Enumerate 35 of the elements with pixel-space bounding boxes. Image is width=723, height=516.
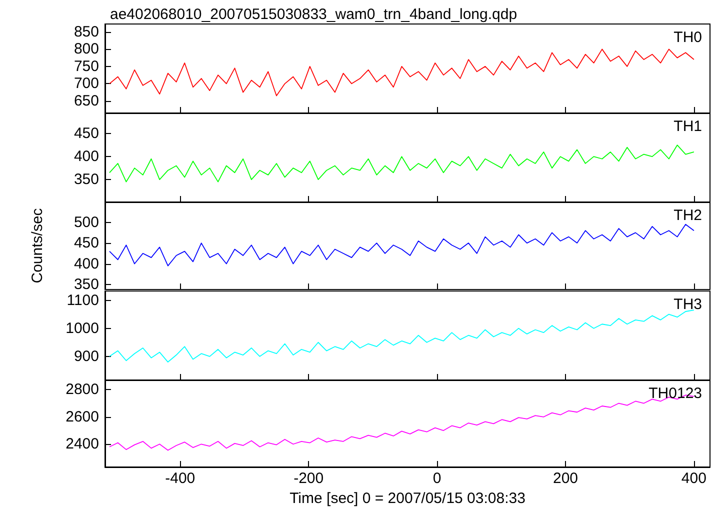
line-series	[109, 48, 694, 96]
series-label: TH3	[674, 296, 702, 313]
y-tick-label: 350	[74, 276, 99, 293]
y-tick-label: 450	[74, 234, 99, 252]
chart-title: ae402068010_20070515030833_wam0_trn_4band_long.qdp	[110, 6, 518, 23]
y-tick-label: 750	[74, 58, 99, 75]
y-tick-label: 2600	[66, 408, 99, 426]
y-axis-title: Counts/sec	[29, 208, 46, 284]
line-series	[109, 310, 694, 362]
x-tick-label: 0	[432, 470, 442, 487]
y-tick-label: 1000	[66, 320, 99, 337]
y-tick-label: 900	[74, 348, 99, 365]
y-tick-label: 450	[74, 125, 99, 142]
series-label: TH0	[674, 29, 702, 46]
x-axis-title: Time [sec] 0 = 2007/05/15 03:08:33	[290, 490, 526, 507]
x-tick-label: 400	[681, 470, 706, 487]
y-tick-label: 800	[74, 40, 99, 58]
series-label: TH1	[674, 118, 702, 135]
y-tick-label: 2800	[66, 381, 99, 398]
line-series	[109, 224, 694, 266]
y-tick-label: 850	[74, 23, 99, 40]
line-series	[109, 144, 694, 182]
y-tick-label: 700	[74, 75, 99, 92]
y-tick-label: 650	[74, 92, 99, 110]
y-tick-label: 400	[74, 255, 99, 272]
x-tick-label: -400	[165, 470, 196, 487]
series-label: TH2	[674, 207, 702, 224]
y-tick-label: 2400	[66, 436, 99, 453]
y-tick-label: 500	[74, 214, 99, 231]
y-tick-label: 350	[74, 171, 99, 188]
x-tick-label: 200	[552, 470, 578, 487]
series-label: TH0123	[648, 385, 702, 402]
x-tick-label: -200	[294, 470, 324, 487]
y-tick-label: 1100	[66, 292, 99, 309]
y-tick-label: 400	[74, 148, 99, 166]
